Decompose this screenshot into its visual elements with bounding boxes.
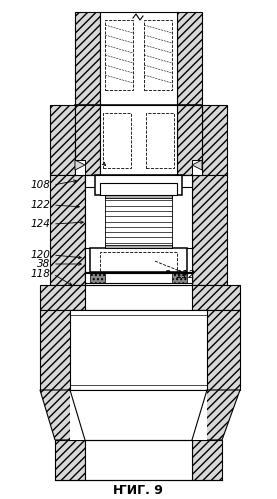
Bar [192,440,222,480]
Bar [144,20,172,90]
Bar [85,272,192,285]
Bar [85,248,192,272]
Bar [103,113,131,168]
Bar [70,390,207,440]
Bar [95,175,182,195]
Bar [85,285,192,310]
Bar [100,12,177,105]
Bar [75,12,100,105]
Bar [90,273,105,283]
Bar [100,183,177,195]
Bar [100,105,177,175]
Bar [192,175,227,285]
Bar [105,20,133,90]
Bar [50,175,85,285]
Bar [75,105,100,175]
Bar [146,113,174,168]
Text: 108: 108 [30,180,50,190]
Bar [90,248,187,272]
Bar [70,310,207,390]
Bar [75,160,85,175]
Bar [40,285,240,310]
Bar [100,252,177,272]
Polygon shape [40,390,85,440]
Bar [85,175,192,187]
Bar [105,195,172,198]
Text: 124: 124 [30,219,50,229]
Text: 120: 120 [30,250,50,260]
Bar [172,273,187,283]
Polygon shape [192,160,202,170]
Bar [177,12,202,105]
Text: 38: 38 [37,259,50,269]
Text: 118: 118 [30,269,50,279]
Bar [55,440,85,480]
Bar [85,175,192,285]
Bar [202,105,227,175]
Text: 122: 122 [30,200,50,210]
Text: ҤИГ. 9: ҤИГ. 9 [113,484,163,497]
Polygon shape [75,160,85,170]
Polygon shape [192,390,240,440]
Bar [85,440,192,480]
Text: 112: 112 [175,270,195,280]
Bar [105,245,172,248]
Bar [192,160,202,175]
Bar [50,105,75,175]
Bar [177,105,202,175]
Bar [40,310,240,390]
